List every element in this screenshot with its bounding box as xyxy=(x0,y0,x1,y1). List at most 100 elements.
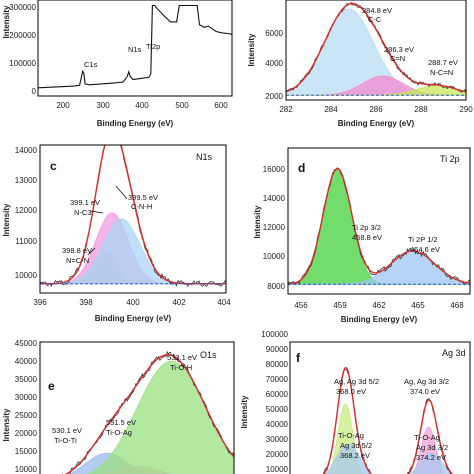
panel-f-ytick: 20000 xyxy=(266,450,289,459)
panel-f-peak-component-1 xyxy=(325,443,372,474)
panel-f-ytick: 50000 xyxy=(266,405,289,414)
panel-e-peak-component-2 xyxy=(86,360,234,474)
panel-c-plot xyxy=(40,145,226,288)
panel-c-xtick: 402 xyxy=(172,298,186,307)
panel-e-ytick: 40000 xyxy=(15,357,38,366)
panel-b-ann-ncn-energy: 288.7 eV xyxy=(428,58,458,67)
panel-c-frame xyxy=(39,144,227,294)
panel-e-ann-tioh: Ti-O-H xyxy=(170,363,192,372)
panel-a-xtick: 300 xyxy=(96,101,110,110)
panel-c-marks xyxy=(40,145,226,288)
panel-e-title: O1s xyxy=(200,350,217,360)
panel-a-xticks: 200 300 400 500 600 xyxy=(56,101,228,110)
panel-b-yticks: 2000 4000 6000 xyxy=(265,29,283,101)
panel-b: 284.8 eV C-C 286.3 eV C=N 288.7 eV N-C=N… xyxy=(247,0,473,128)
panel-e-ytick: 35000 xyxy=(15,375,38,384)
panel-d-ytick: 8000 xyxy=(267,282,285,291)
panel-d-xtick: 462 xyxy=(372,301,386,310)
panel-d-plot xyxy=(288,167,470,286)
panel-c-leader xyxy=(87,247,96,256)
panel-a-ann-c1s: C1s xyxy=(84,60,98,69)
panel-e-ytick: 15000 xyxy=(15,447,38,456)
panel-a-ytick: 0 xyxy=(32,87,37,96)
panel-c-leader xyxy=(115,185,128,200)
panel-c-ytick: 10000 xyxy=(15,271,38,280)
panel-e-ytick: 25000 xyxy=(15,411,38,420)
panel-d-ytick: 12000 xyxy=(263,223,286,232)
panel-d-yticks: 8000 10000 12000 14000 16000 xyxy=(263,165,286,291)
panel-d-ytick: 14000 xyxy=(263,194,286,203)
panel-e-ann-tioti: Ti-O-Ti xyxy=(54,436,77,445)
panel-e-ytick: 10000 xyxy=(15,465,38,474)
panel-b-xtick: 290 xyxy=(459,105,473,114)
panel-b-ann-cn-energy: 286.3 eV xyxy=(384,45,414,54)
panel-b-envelope-line xyxy=(286,2,466,93)
panel-f-ytick: 100000 xyxy=(261,330,288,339)
panel-c-xtick: 396 xyxy=(33,298,47,307)
panel-d-xlabel: Binding Energy (eV) xyxy=(341,315,418,324)
panel-a-xtick: 500 xyxy=(175,101,189,110)
panel-d-ylabel: Intensity xyxy=(253,205,262,238)
panel-a-ylabel: Intensity xyxy=(2,5,11,38)
panel-c-ytick: 13000 xyxy=(15,176,38,185)
panel-f-ytick: 60000 xyxy=(266,390,289,399)
panel-f-ann-ag32-energy: 374.0 eV xyxy=(410,387,440,396)
panel-f-ann-ag32: Ag, Ag 3d 3/2 xyxy=(404,377,449,386)
panel-b-marks xyxy=(286,1,466,96)
panel-c-ann-ncn: N=C-N xyxy=(66,256,89,265)
panel-d-title: Ti 2p xyxy=(440,154,460,164)
panel-f: f Ag 3d Ag, Ag 3d 5/2 368.0 eV Ag, Ag 3d… xyxy=(240,330,471,474)
panel-b-ylabel: Intensity xyxy=(247,33,256,66)
panel-e-ann-tioh-energy: 533.1 eV xyxy=(167,353,197,362)
panel-e-ytick: 20000 xyxy=(15,429,38,438)
panel-e-ylabel: Intensity xyxy=(2,408,11,441)
panel-b-ytick: 2000 xyxy=(265,92,283,101)
panel-e-ann-tioti-energy: 530.1 eV xyxy=(52,426,82,435)
panel-d-ytick: 10000 xyxy=(263,252,286,261)
panel-d-ann-ti2p12-energy: 464.6 eV xyxy=(410,245,440,254)
panel-d-frame xyxy=(287,147,471,295)
panel-b-xtick: 286 xyxy=(369,105,383,114)
panel-e-ann-tioag: Ti-O-Ag xyxy=(106,428,132,437)
panel-a-xtick: 400 xyxy=(135,101,149,110)
panel-f-title: Ag 3d xyxy=(442,348,466,358)
panel-f-ann-ag3d52-energy: 368.2 eV xyxy=(340,451,370,460)
panel-a-ytick: 200000 xyxy=(9,31,36,40)
panel-f-ann-ag3d32: Ag 3d 3/2 xyxy=(416,443,448,452)
panel-a-ytick: 300000 xyxy=(9,3,36,12)
panel-c-ylabel: Intensity xyxy=(2,203,11,236)
panel-c-letter: c xyxy=(50,159,57,173)
panel-d-marks xyxy=(288,167,470,286)
panel-f-ann-ag3d52: Ag 3d 5/2 xyxy=(340,441,372,450)
panel-e-yticks: 10000 15000 20000 25000 30000 35000 4000… xyxy=(15,339,38,474)
panel-d-envelope-line xyxy=(288,168,470,285)
panel-a-ann-n1s: N1s xyxy=(128,45,142,54)
panel-a-xtick: 600 xyxy=(214,101,228,110)
panel-d-ytick: 16000 xyxy=(263,165,286,174)
panel-c-ann-nc3: N-C3 xyxy=(74,208,92,217)
panel-a-frame xyxy=(37,0,233,97)
panel-a-ytick: 100000 xyxy=(9,59,36,68)
panel-a-xtick: 200 xyxy=(56,101,70,110)
panel-d-ann-ti2p12: Ti 2P 1/2 xyxy=(408,235,438,244)
panel-b-ann-cc: C-C xyxy=(368,15,382,24)
panel-f-marks xyxy=(322,366,454,474)
panel-d-letter: d xyxy=(298,161,305,175)
panel-c-yticks: 10000 11000 12000 13000 14000 xyxy=(15,146,38,280)
panel-c-xtick: 398 xyxy=(79,298,93,307)
panel-e-ytick: 45000 xyxy=(15,339,38,348)
panel-d-ann-ti2p32: Ti 2p 3/2 xyxy=(352,223,381,232)
panel-b-xlabel: Binding Energy (eV) xyxy=(338,119,415,128)
panel-f-ytick: 10000 xyxy=(266,465,289,474)
panel-a-xlabel: Binding Energy (eV) xyxy=(97,119,174,128)
panel-f-ann-ag3d32-energy: 374.2 eV xyxy=(416,453,446,462)
panel-e-ytick: 30000 xyxy=(15,393,38,402)
panel-c-xtick: 404 xyxy=(217,298,231,307)
panel-f-ann-ag52: Ag, Ag 3d 5/2 xyxy=(334,377,379,386)
panel-f-ytick: 30000 xyxy=(266,435,289,444)
panel-c-xlabel: Binding Energy (eV) xyxy=(95,314,172,323)
panel-d-xticks: 456 459 462 465 468 xyxy=(294,301,464,310)
panel-f-frame xyxy=(289,341,471,474)
panel-b-ann-cn: C=N xyxy=(390,54,405,63)
